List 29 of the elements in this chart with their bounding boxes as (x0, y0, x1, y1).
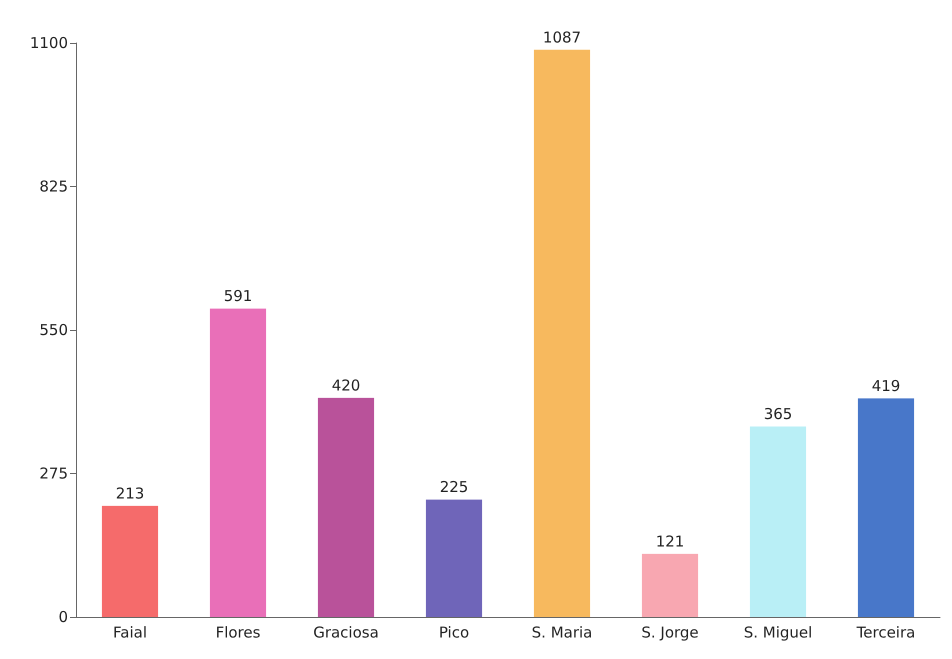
data-label: 121 (656, 532, 684, 550)
bar (210, 308, 266, 617)
x-tick-label: Graciosa (313, 624, 379, 642)
x-tick-label: S. Miguel (744, 624, 812, 642)
bar (642, 554, 698, 617)
bar (750, 426, 806, 617)
data-label: 1087 (542, 28, 582, 46)
x-tick-label: S. Jorge (641, 624, 699, 642)
data-label: 419 (872, 376, 900, 395)
x-tick-label: Pico (438, 624, 470, 642)
data-label: 365 (764, 405, 792, 424)
bar (318, 398, 374, 617)
x-tick-label: S. Maria (532, 624, 592, 642)
bar (102, 506, 158, 617)
data-label: 225 (440, 478, 468, 496)
bar (426, 500, 482, 617)
data-label: 213 (116, 484, 144, 502)
y-tick-label: 275 (39, 464, 68, 482)
y-tick-label: 1100 (30, 34, 68, 52)
y-tick-label: 550 (39, 321, 68, 339)
bar (534, 50, 590, 617)
data-label: 591 (224, 287, 252, 306)
x-tick-label: Flores (216, 624, 261, 642)
x-tick-label: Faial (113, 624, 147, 642)
data-label: 420 (332, 376, 360, 394)
bar (858, 398, 914, 617)
y-tick-label: 0 (58, 608, 68, 626)
y-tick-label: 825 (39, 178, 68, 196)
x-tick-label: Terceira (856, 624, 916, 642)
